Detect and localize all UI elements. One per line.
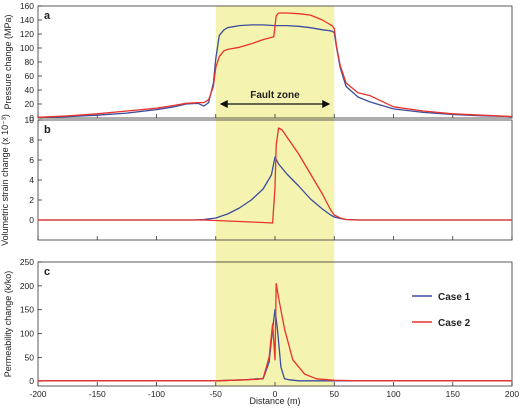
panel-c-ytick-label: 100 [20, 329, 34, 339]
panel-b-ytick-label: 6 [29, 155, 34, 165]
fault-zone-annotation: Fault zone [219, 90, 331, 108]
panel-b-ytick-label: 8 [29, 135, 34, 145]
x-axis-label: Distance (m) [249, 396, 300, 406]
panel-c-xtick-label: 0 [273, 389, 278, 399]
panel-a-ylabel: Pressure change (MPa) [3, 14, 13, 109]
panel-a-ytick-label: 60 [25, 71, 35, 81]
panel-c-ytick-label: 200 [20, 281, 34, 291]
fault-zone-arrowhead-right [322, 100, 331, 108]
panel-c-xtick-label: -150 [89, 389, 106, 399]
panel-c-xtick-label: -200 [29, 389, 46, 399]
panel-b-ytick-label: 4 [29, 175, 34, 185]
panel-c-ytick-label: 250 [20, 257, 34, 267]
panel-c-ytick-label: 50 [25, 352, 35, 362]
panel-b-ytick-label: 10 [25, 115, 35, 125]
panel-b-volumetric-strain-change: 0 2 4 6 8 10 b Volumetric strain change (x 10⁻³… [0, 114, 513, 246]
panel-c-permeability-change: 0 50 100 150 200 250 -200 -150 -100 -50 0 50 100 150 2… [3, 257, 519, 399]
fault-zone-arrowhead-left [219, 100, 228, 108]
panel-a-ytick-label: 160 [20, 1, 34, 11]
panel-c-letter: c [44, 266, 50, 278]
panel-a-ytick-label: 40 [25, 85, 35, 95]
panel-a-ytick-label: 100 [20, 43, 34, 53]
panel-c-ytick-label: 150 [20, 305, 34, 315]
panel-a-ytick-label: 140 [20, 15, 34, 25]
panel-b-series-case-2 [38, 127, 512, 224]
panel-b-ytick-label: 0 [29, 215, 34, 225]
panel-c-xtick-label: -50 [210, 389, 223, 399]
panel-a-ytick-label: 0 [29, 113, 34, 123]
panel-c-ylabel: Permeability change (k/ko) [3, 271, 13, 378]
legend-label-case-1: Case 1 [438, 292, 471, 303]
panel-b-ytick-label: 2 [29, 195, 34, 205]
panel-b-letter: b [44, 124, 51, 136]
panel-a-ytick-label: 20 [25, 99, 35, 109]
fault-zone-label: Fault zone [250, 90, 300, 101]
legend-label-case-2: Case 2 [438, 318, 471, 329]
panel-a-series-case-2 [37, 12, 513, 118]
panel-a-ytick-label: 80 [25, 57, 35, 67]
panel-c-xtick-label: 50 [330, 389, 340, 399]
panel-a-letter: a [44, 10, 51, 22]
panel-c-xtick-label: -100 [148, 389, 165, 399]
panel-a-ytick-label: 120 [20, 29, 34, 39]
panel-c-ytick-label: 0 [29, 376, 34, 386]
panel-a-pressure-change: 0 20 40 60 80 100 120 140 160 a Pressure change (M… [3, 1, 513, 123]
panel-c-xtick-label: 100 [386, 389, 400, 399]
panel-c-xtick-label: 150 [446, 389, 460, 399]
legend: Case 1 Case 2 [412, 292, 471, 329]
panel-c-xtick-label: 200 [505, 389, 519, 399]
panel-b-ylabel: Volumetric strain change (x 10⁻³) [0, 114, 10, 246]
panel-c-series-case-2 [38, 282, 512, 382]
